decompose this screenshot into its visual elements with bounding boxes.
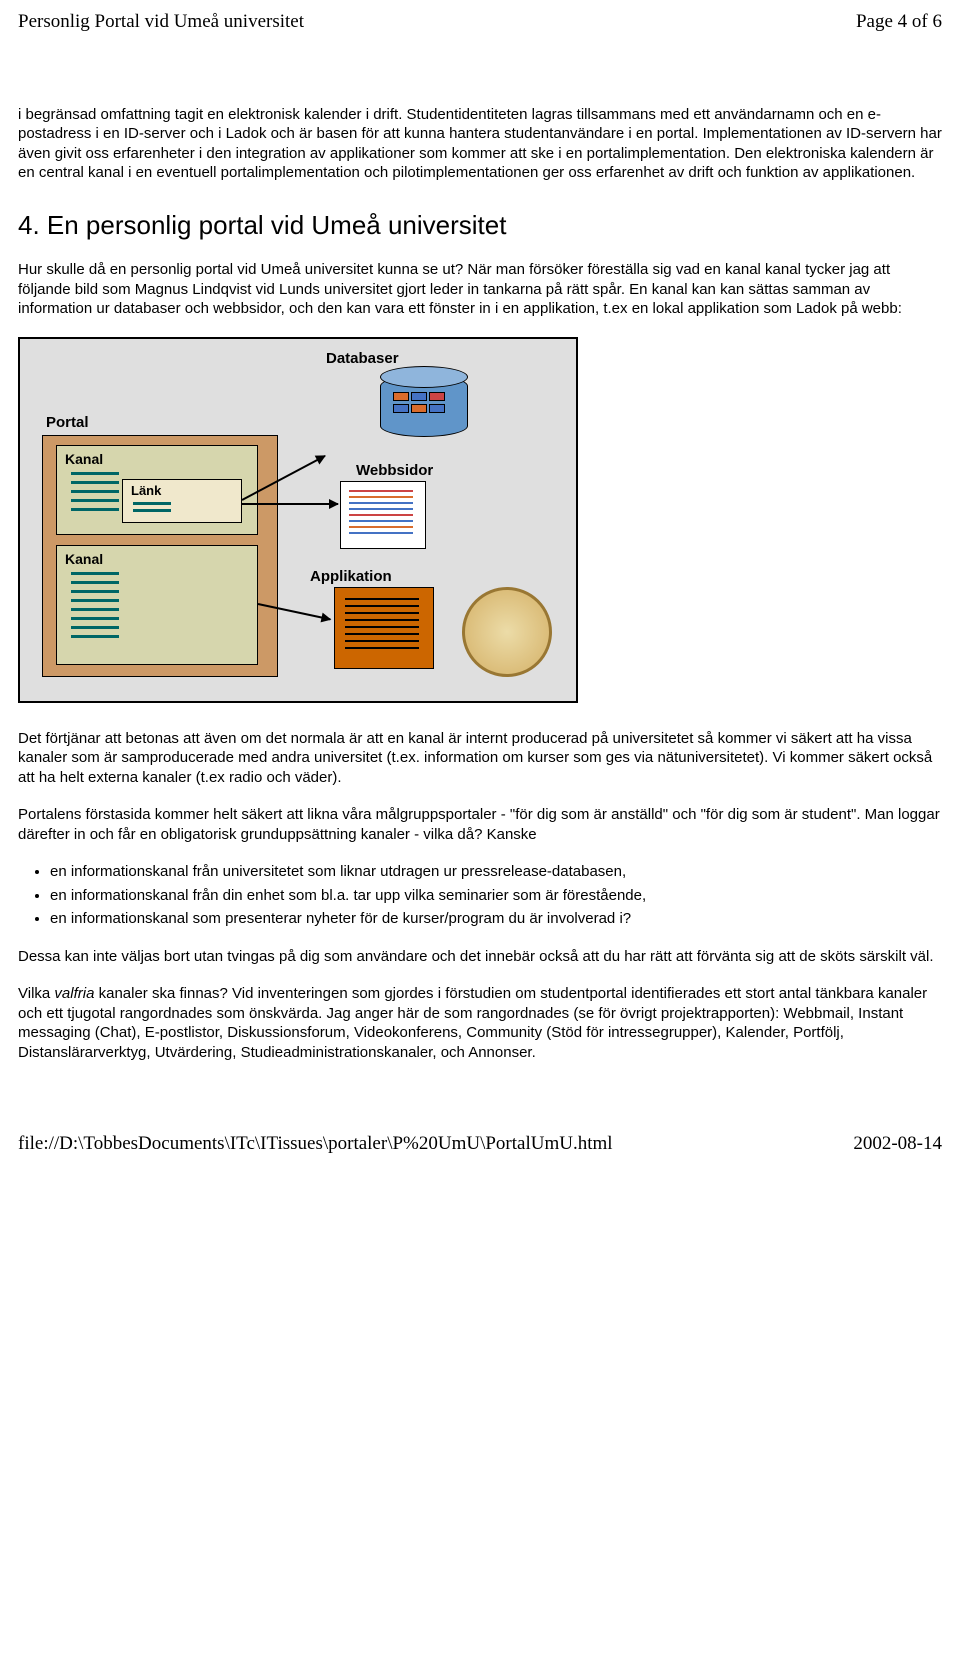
paragraph-1: i begränsad omfattning tagit en elektron…: [18, 105, 942, 183]
lank-box: Länk: [122, 479, 242, 523]
paragraph-2: Hur skulle då en personlig portal vid Um…: [18, 260, 942, 319]
seal-icon: [462, 587, 552, 677]
page-footer: file://D:\TobbesDocuments\ITc\ITissues\p…: [18, 1132, 942, 1157]
footer-path: file://D:\TobbesDocuments\ITc\ITissues\p…: [18, 1132, 613, 1157]
italic-word: valfria: [54, 985, 94, 1002]
footer-date: 2002-08-14: [853, 1132, 942, 1157]
label-databaser: Databaser: [326, 349, 399, 369]
applikation-box: [334, 587, 434, 669]
list-item: en informationskanal från universitetet …: [50, 862, 942, 882]
webbsidor-box: [340, 481, 426, 549]
list-item: en informationskanal som presenterar nyh…: [50, 909, 942, 929]
portal-diagram: Databaser Portal Webbsidor Applikation: [18, 337, 578, 703]
label-portal: Portal: [46, 413, 89, 433]
paragraph-5: Dessa kan inte väljas bort utan tvingas …: [18, 947, 942, 967]
kanal2-title: Kanal: [65, 550, 103, 568]
lank-title: Länk: [131, 483, 161, 500]
paragraph-4: Portalens förstasida kommer helt säkert …: [18, 805, 942, 844]
label-applikation: Applikation: [310, 567, 392, 587]
section-heading: 4. En personlig portal vid Umeå universi…: [18, 209, 942, 243]
page-header: Personlig Portal vid Umeå universitet Pa…: [18, 10, 942, 35]
paragraph-3: Det förtjänar att betonas att även om de…: [18, 729, 942, 788]
kanal-box-2: Kanal: [56, 545, 258, 665]
kanal1-title: Kanal: [65, 450, 103, 468]
arrow-2: [242, 503, 338, 505]
label-webbsidor: Webbsidor: [356, 461, 433, 481]
list-item: en informationskanal från din enhet som …: [50, 886, 942, 906]
header-pageinfo: Page 4 of 6: [856, 10, 942, 35]
bullet-list: en informationskanal från universitetet …: [18, 862, 942, 929]
database-cylinder: [380, 375, 468, 437]
paragraph-6: Vilka valfria kanaler ska finnas? Vid in…: [18, 984, 942, 1062]
header-title: Personlig Portal vid Umeå universitet: [18, 10, 304, 35]
